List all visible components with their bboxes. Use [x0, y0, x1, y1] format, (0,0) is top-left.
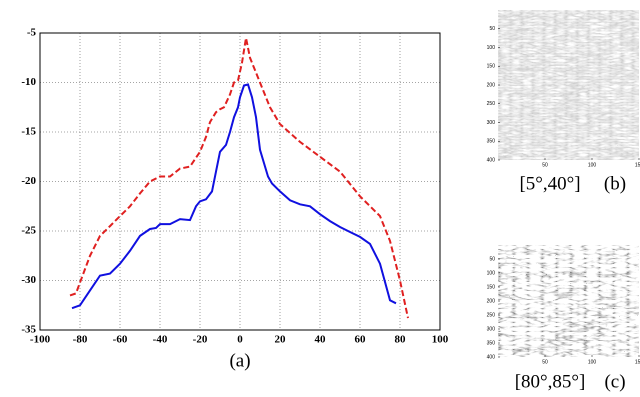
y-tick-label: 350 [487, 340, 496, 346]
x-tick-label: -20 [193, 334, 208, 346]
y-tick-label: -30 [21, 274, 36, 286]
x-tick-label: -80 [73, 334, 88, 346]
x-tick-label: 60 [355, 334, 367, 346]
y-tick-label: 250 [487, 101, 496, 107]
image-caption: [80°,85°] [515, 371, 586, 392]
y-tick-label: -35 [21, 324, 36, 336]
y-tick-label: 350 [487, 139, 496, 145]
x-tick-label: 20 [275, 334, 287, 346]
x-tick-label: 0 [237, 334, 243, 346]
y-tick-label: -10 [21, 76, 36, 88]
y-tick-label: 150 [487, 64, 496, 70]
x-tick-label: 40 [315, 334, 327, 346]
y-tick-label: 250 [487, 312, 496, 318]
x-tick-label: 150 [635, 359, 640, 365]
y-tick-label: 50 [489, 256, 495, 262]
x-tick-label: 100 [588, 162, 597, 168]
y-tick-label: 50 [489, 26, 495, 32]
image-label: (b) [604, 173, 626, 194]
y-tick-label: 150 [487, 284, 496, 290]
x-tick-label: -60 [113, 334, 128, 346]
y-tick-label: 200 [487, 298, 496, 304]
y-tick-label: -25 [21, 225, 36, 237]
y-tick-label: 300 [487, 326, 496, 332]
y-tick-label: -5 [27, 27, 37, 39]
x-tick-label: 150 [635, 162, 640, 168]
x-tick-label: 100 [432, 334, 449, 346]
y-tick-label: -20 [21, 175, 36, 187]
y-tick-label: -15 [21, 126, 36, 138]
y-tick-label: 300 [487, 120, 496, 126]
data-line [69, 37, 409, 319]
y-tick-label: 400 [487, 157, 496, 163]
x-axis-label: (a) [229, 350, 250, 371]
y-tick-label: 400 [487, 354, 496, 360]
image-caption: [5°,40°] [519, 173, 580, 194]
image-label: (c) [604, 371, 625, 392]
image-texture [498, 245, 639, 357]
y-tick-label: 200 [487, 82, 496, 88]
y-tick-label: 100 [487, 45, 496, 51]
y-tick-label: 100 [487, 270, 496, 276]
x-tick-label: 100 [588, 359, 597, 365]
data-line [71, 83, 397, 310]
x-tick-label: -40 [153, 334, 168, 346]
x-tick-label: -100 [30, 334, 51, 346]
x-tick-label: 80 [395, 334, 407, 346]
image-texture [498, 10, 639, 160]
x-tick-label: 50 [542, 162, 548, 168]
plot-frame [39, 32, 441, 331]
x-tick-label: 50 [542, 359, 548, 365]
